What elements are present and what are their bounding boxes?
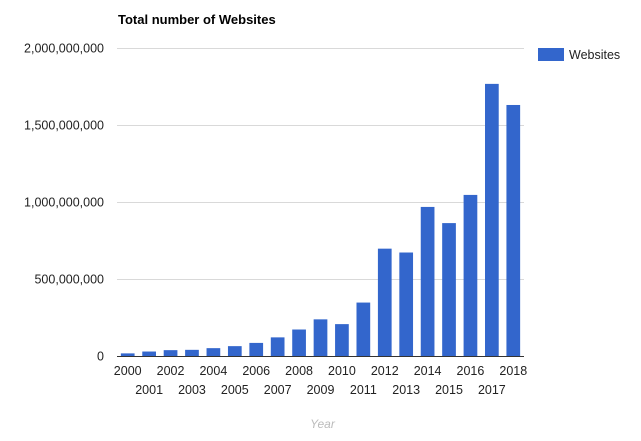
y-axis-ticks: 0 500,000,000 1,000,000,000 1,500,000,000 2,… bbox=[24, 42, 104, 364]
bar-2013 bbox=[399, 252, 414, 356]
bar-2000 bbox=[120, 353, 135, 356]
x-tick-label: 2003 bbox=[178, 383, 206, 397]
x-tick-label: 2007 bbox=[264, 383, 292, 397]
bar-2011 bbox=[356, 302, 371, 356]
bar-2014 bbox=[420, 206, 435, 356]
bar-2003 bbox=[185, 349, 199, 356]
y-tick-label: 2,000,000,000 bbox=[24, 42, 104, 56]
bar-2010 bbox=[335, 324, 349, 356]
x-tick-label: 2006 bbox=[242, 364, 270, 378]
x-tick-label: 2000 bbox=[114, 364, 142, 378]
x-tick-label: 2014 bbox=[414, 364, 442, 378]
grid bbox=[117, 48, 524, 280]
x-tick-label: 2008 bbox=[285, 364, 313, 378]
bars bbox=[120, 83, 521, 356]
x-tick-label: 2011 bbox=[350, 383, 377, 397]
x-tick-label: 2016 bbox=[457, 364, 485, 378]
chart-title: Total number of Websites bbox=[118, 12, 276, 27]
bar-2006 bbox=[249, 342, 264, 356]
x-tick-label: 2009 bbox=[307, 383, 335, 397]
x-tick-label: 2012 bbox=[371, 364, 399, 378]
bar-2005 bbox=[227, 346, 242, 356]
x-tick-label: 2017 bbox=[478, 383, 506, 397]
y-tick-label: 500,000,000 bbox=[34, 273, 104, 287]
x-tick-label: 2015 bbox=[435, 383, 463, 397]
x-tick-label: 2004 bbox=[199, 364, 227, 378]
x-axis-title: Year bbox=[310, 417, 336, 431]
x-tick-label: 2018 bbox=[499, 364, 527, 378]
bar-2009 bbox=[313, 319, 328, 356]
x-tick-label: 2001 bbox=[135, 383, 163, 397]
x-tick-label: 2005 bbox=[221, 383, 249, 397]
bar-2001 bbox=[142, 351, 156, 356]
bar-2002 bbox=[163, 350, 178, 356]
y-tick-label: 0 bbox=[97, 350, 104, 364]
y-tick-label: 1,000,000,000 bbox=[24, 196, 104, 210]
x-tick-label: 2013 bbox=[392, 383, 420, 397]
bar-2007 bbox=[270, 337, 285, 356]
bar-2008 bbox=[292, 329, 306, 356]
bar-2018 bbox=[506, 104, 521, 356]
bar-2012 bbox=[377, 248, 392, 356]
bar-2015 bbox=[442, 223, 456, 356]
legend-label-websites: Websites bbox=[569, 48, 620, 62]
x-tick-label: 2010 bbox=[328, 364, 356, 378]
bar-2016 bbox=[463, 194, 478, 356]
x-tick-label: 2002 bbox=[157, 364, 185, 378]
x-axis-ticks: 2000 2001 2002 2003 2004 2005 2006 2007 2008 2009… bbox=[114, 364, 527, 397]
y-tick-label: 1,500,000,000 bbox=[24, 119, 104, 133]
legend-swatch-websites bbox=[538, 48, 564, 61]
bar-2004 bbox=[206, 348, 221, 356]
bar-2017 bbox=[485, 83, 499, 356]
legend: Websites bbox=[538, 48, 620, 62]
